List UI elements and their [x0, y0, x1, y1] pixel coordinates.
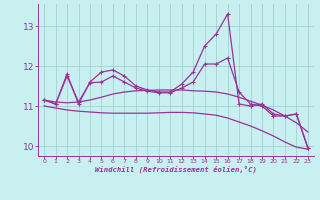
- X-axis label: Windchill (Refroidissement éolien,°C): Windchill (Refroidissement éolien,°C): [95, 166, 257, 173]
